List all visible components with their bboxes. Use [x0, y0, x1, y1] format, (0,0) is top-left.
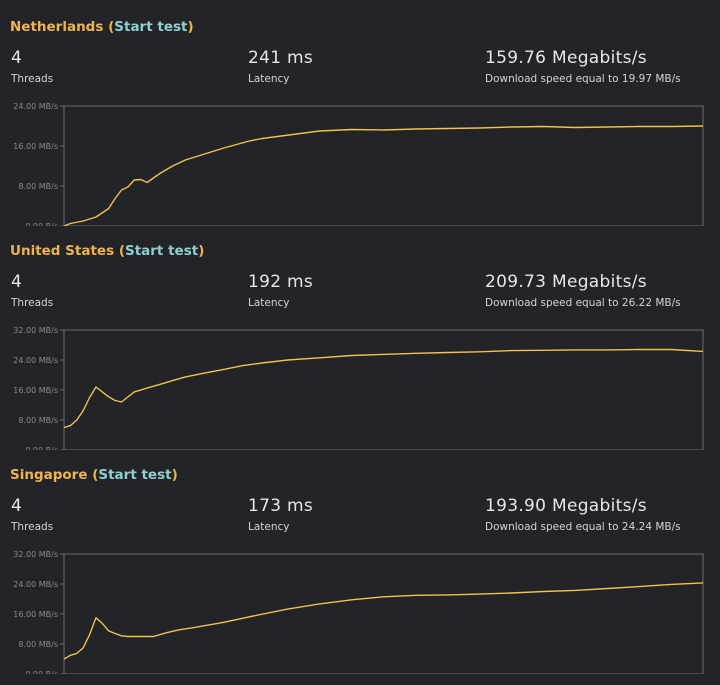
start-test-link[interactable]: Start test: [114, 19, 188, 35]
speed-value: 209.73 Megabits/s: [485, 272, 647, 292]
region-name: Netherlands: [10, 19, 104, 35]
y-tick-label: 16.00 MB/s: [13, 386, 58, 395]
open-paren: (: [108, 19, 115, 35]
threads-label: Threads: [11, 521, 54, 533]
speed-value: 193.90 Megabits/s: [485, 496, 647, 516]
y-tick-label: 24.00 MB/s: [13, 102, 58, 111]
speed-detail: Download speed equal to 19.97 MB/s: [485, 73, 681, 85]
threads-value: 4: [11, 496, 23, 516]
latency-stat: 241 ms Latency: [248, 48, 313, 85]
latency-stat: 192 ms Latency: [248, 272, 313, 309]
threads-stat: 4 Threads: [11, 272, 53, 309]
threads-stat: 4 Threads: [11, 496, 53, 533]
y-tick-label: 8.00 MB/s: [18, 182, 58, 191]
latency-value: 241 ms: [248, 48, 314, 68]
y-tick-label: 8.00 MB/s: [18, 416, 58, 425]
section-united-states: United States (Start test) 4 Threads 192 ms…: [0, 224, 720, 450]
latency-label: Latency: [248, 73, 290, 85]
speed-series-line: [63, 125, 704, 226]
chart-frame: [63, 105, 704, 226]
speed-stat: 159.76 Megabits/s Download speed equal to…: [485, 48, 681, 85]
speed-chart-singapore: 0.00 B/s 8.00 MB/s 16.00 MB/s 24.00 MB/s 32.…: [13, 550, 704, 674]
threads-value: 4: [11, 48, 23, 68]
start-test-link[interactable]: Start test: [124, 243, 199, 259]
threads-value: 4: [11, 272, 23, 292]
speed-series-line: [63, 582, 704, 660]
y-tick-label: 8.00 MB/s: [18, 640, 58, 649]
chart-frame: [63, 553, 704, 674]
speed-stat: 209.73 Megabits/s Download speed equal to…: [485, 272, 681, 309]
y-tick-label: 32.00 MB/s: [13, 550, 58, 559]
open-paren: (: [92, 467, 99, 483]
speed-detail: Download speed equal to 24.24 MB/s: [485, 521, 681, 533]
speed-stat: 193.90 Megabits/s Download speed equal to…: [485, 496, 681, 533]
region-name: Singapore: [10, 467, 88, 483]
close-paren: ): [187, 19, 194, 35]
y-tick-label: 24.00 MB/s: [13, 356, 58, 365]
threads-label: Threads: [11, 297, 54, 309]
speed-chart-netherlands: 0.00 B/s 8.00 MB/s 16.00 MB/s 24.00 MB/s: [13, 102, 704, 226]
y-tick-label: 32.00 MB/s: [13, 326, 58, 335]
y-tick-label: 16.00 MB/s: [13, 610, 58, 619]
latency-label: Latency: [248, 521, 290, 533]
close-paren: ): [171, 467, 178, 483]
y-tick-label: 24.00 MB/s: [13, 580, 58, 589]
y-tick-label: 16.00 MB/s: [13, 142, 58, 151]
chart-frame: [63, 329, 704, 450]
y-tick-label: 0.00 B/s: [25, 222, 58, 226]
threads-label: Threads: [11, 73, 54, 85]
latency-stat: 173 ms Latency: [248, 496, 313, 533]
region-title: Singapore (Start test): [10, 467, 178, 483]
speed-value: 159.76 Megabits/s: [485, 48, 647, 68]
section-singapore: Singapore (Start test) 4 Threads 173 ms Late…: [0, 448, 720, 674]
region-title: United States (Start test): [10, 243, 204, 259]
start-test-link[interactable]: Start test: [98, 467, 172, 483]
open-paren: (: [118, 243, 125, 259]
speed-detail: Download speed equal to 26.22 MB/s: [485, 297, 681, 309]
latency-value: 192 ms: [248, 272, 314, 292]
y-tick-label: 0.00 B/s: [25, 446, 58, 450]
speed-chart-united-states: 0.00 B/s 8.00 MB/s 16.00 MB/s 24.00 MB/s 32.…: [13, 326, 704, 450]
y-tick-label: 0.00 B/s: [25, 670, 58, 674]
close-paren: ): [198, 243, 205, 259]
region-title: Netherlands (Start test): [10, 19, 194, 35]
section-netherlands: Netherlands (Start test) 4 Threads 241 ms La…: [0, 0, 720, 226]
threads-stat: 4 Threads: [11, 48, 53, 85]
latency-value: 173 ms: [248, 496, 314, 516]
speed-series-line: [63, 348, 704, 429]
region-name: United States: [10, 243, 115, 259]
latency-label: Latency: [248, 297, 290, 309]
